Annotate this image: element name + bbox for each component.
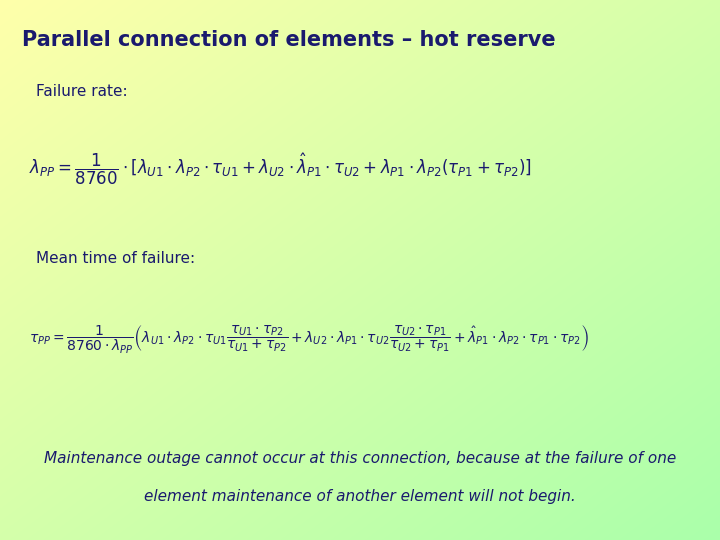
Text: Parallel connection of elements – hot reserve: Parallel connection of elements – hot re… [22, 30, 555, 50]
Text: Mean time of failure:: Mean time of failure: [36, 251, 195, 266]
Text: Maintenance outage cannot occur at this connection, because at the failure of on: Maintenance outage cannot occur at this … [44, 451, 676, 466]
Text: Failure rate:: Failure rate: [36, 84, 127, 99]
Text: $\tau_{PP} = \dfrac{1}{8760 \cdot \lambda_{PP}}\left( \lambda_{U1} \cdot \lambda: $\tau_{PP} = \dfrac{1}{8760 \cdot \lambd… [29, 324, 589, 356]
Text: element maintenance of another element will not begin.: element maintenance of another element w… [144, 489, 576, 504]
Text: $\lambda_{PP} = \dfrac{1}{8760} \cdot [\lambda_{U1} \cdot \lambda_{P2} \cdot \ta: $\lambda_{PP} = \dfrac{1}{8760} \cdot [\… [29, 151, 531, 186]
